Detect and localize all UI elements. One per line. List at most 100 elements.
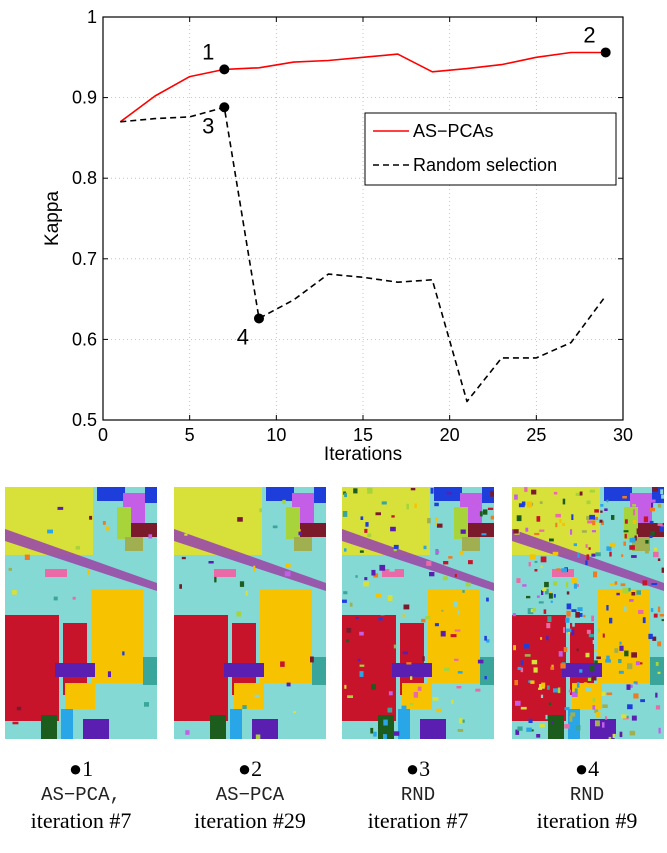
map-noise-pixel xyxy=(522,584,527,587)
map-noise-pixel xyxy=(657,606,661,613)
map-noise-pixel xyxy=(605,716,608,720)
map-noise-pixel xyxy=(516,515,522,522)
map-noise-pixel xyxy=(652,487,658,492)
map-noise-pixel xyxy=(632,520,637,524)
map-noise-pixel xyxy=(381,501,387,505)
map-noise-pixel xyxy=(484,635,487,641)
map-noise-pixel xyxy=(475,688,481,692)
map-noise-pixel xyxy=(380,611,385,616)
map-noise-pixel xyxy=(564,707,570,711)
map-noise-pixel xyxy=(413,692,418,698)
map-noise-pixel xyxy=(383,719,388,726)
map-noise-pixel xyxy=(454,574,457,577)
map-noise-pixel xyxy=(388,691,393,696)
map-noise-pixel xyxy=(375,512,381,516)
x-tick-label: 25 xyxy=(526,425,546,445)
caption-method: AS−PCA, xyxy=(41,784,121,806)
map-noise-pixel xyxy=(587,520,593,524)
kappa-chart: 0 5 10 15 20 25 30 0.5 0.6 0.7 0.8 0.9 1 1 2 3 4 Iterat… xyxy=(42,7,633,465)
map-region-green xyxy=(548,715,564,739)
map-noise-pixel xyxy=(422,656,425,662)
map-noise-pixel xyxy=(75,546,80,550)
map-noise-pixel xyxy=(602,633,605,638)
map-region-sky xyxy=(398,709,410,739)
map-region-lime xyxy=(286,507,300,539)
map-noise-pixel xyxy=(575,492,581,496)
map-noise-pixel xyxy=(575,611,580,618)
map-noise-pixel xyxy=(435,517,439,521)
map-noise-pixel xyxy=(454,658,459,661)
map-noise-pixel xyxy=(359,671,364,677)
map-noise-pixel xyxy=(253,565,256,572)
legend: AS−PCAs Random selection xyxy=(364,112,617,186)
map-noise-pixel xyxy=(468,560,473,565)
map-noise-pixel xyxy=(630,684,633,688)
map-noise-pixel xyxy=(629,545,635,550)
map-noise-pixel xyxy=(371,684,376,690)
map-noise-pixel xyxy=(457,610,460,615)
map-noise-pixel xyxy=(579,669,583,673)
map-noise-pixel xyxy=(606,499,609,503)
map-region-maroon xyxy=(294,523,326,537)
classification-map-3 xyxy=(342,487,494,739)
map-noise-pixel xyxy=(375,593,382,598)
map-region-green xyxy=(41,715,57,739)
map-region-teal xyxy=(143,657,157,685)
map-noise-pixel xyxy=(654,547,657,551)
map-noise-pixel xyxy=(585,687,591,692)
map-region-pink xyxy=(214,569,236,577)
map-noise-pixel xyxy=(591,676,597,681)
map-noise-pixel xyxy=(516,721,520,727)
map-noise-pixel xyxy=(360,516,364,520)
map-noise-pixel xyxy=(389,565,395,572)
map-noise-pixel xyxy=(568,689,571,693)
map-noise-pixel xyxy=(629,537,636,543)
map-noise-pixel xyxy=(545,714,548,720)
map-noise-pixel xyxy=(601,691,606,696)
map-noise-pixel xyxy=(624,519,628,524)
map-noise-pixel xyxy=(359,698,366,704)
map-noise-pixel xyxy=(659,614,664,617)
map-noise-pixel xyxy=(591,530,596,533)
map-noise-pixel xyxy=(589,514,595,520)
map-noise-pixel xyxy=(576,725,581,731)
map-noise-pixel xyxy=(373,573,379,578)
map-noise-pixel xyxy=(655,662,659,666)
map-noise-pixel xyxy=(585,652,590,658)
map-noise-pixel xyxy=(580,532,584,536)
map-noise-pixel xyxy=(525,527,529,532)
map-noise-pixel xyxy=(541,590,544,595)
map-noise-pixel xyxy=(571,691,578,697)
map-noise-pixel xyxy=(454,629,461,632)
map-noise-pixel xyxy=(619,641,622,645)
map-noise-pixel xyxy=(660,489,664,495)
map-noise-pixel xyxy=(393,549,397,552)
map-noise-pixel xyxy=(362,691,367,694)
map-noise-pixel xyxy=(609,551,612,557)
annotation-marker-3 xyxy=(219,102,230,113)
map-noise-pixel xyxy=(477,659,484,664)
caption-map-2: ●2 AS−PCA iteration #29 xyxy=(170,756,330,834)
map-region-pink xyxy=(45,569,67,577)
map-noise-pixel xyxy=(571,577,577,584)
map-noise-pixel xyxy=(595,517,600,523)
map-noise-pixel xyxy=(571,609,577,612)
map-noise-pixel xyxy=(402,614,406,617)
map-noise-pixel xyxy=(362,490,368,496)
map-noise-pixel xyxy=(371,569,376,576)
map-region-blue xyxy=(145,487,157,503)
map-noise-pixel xyxy=(579,613,583,617)
map-noise-pixel xyxy=(549,538,554,542)
map-noise-pixel xyxy=(614,581,618,585)
map-noise-pixel xyxy=(524,654,531,657)
map-noise-pixel xyxy=(577,607,583,612)
map-noise-pixel xyxy=(387,595,393,601)
map-noise-pixel xyxy=(587,677,592,681)
map-noise-pixel xyxy=(185,730,190,735)
map-region-pink xyxy=(382,569,404,577)
map-region-green xyxy=(378,715,394,739)
map-noise-pixel xyxy=(608,736,612,739)
map-noise-pixel xyxy=(588,547,591,550)
map-noise-pixel xyxy=(629,599,634,602)
map-noise-pixel xyxy=(642,617,646,624)
